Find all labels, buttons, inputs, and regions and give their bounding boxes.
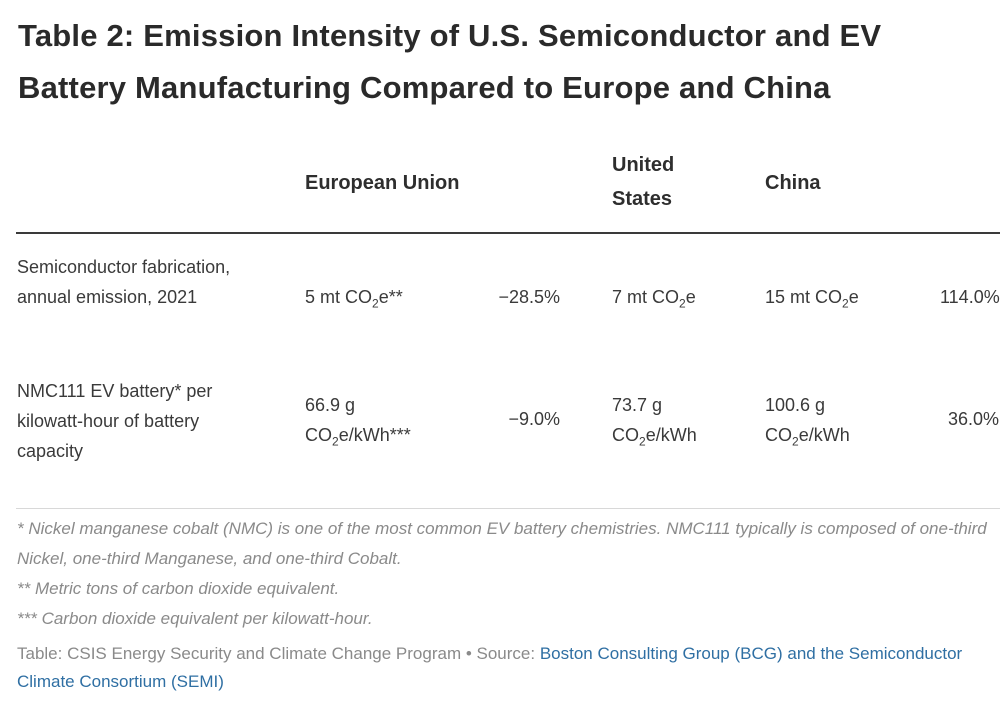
row-label-semiconductor: Semiconductor fabrication, annual emissi… (17, 257, 231, 307)
cell-eu-battery-line2: CO2e/kWh*** (305, 425, 411, 449)
cell-us-semiconductor: 7 mt CO2e (612, 287, 696, 311)
cell-us-battery-line1: 73.7 g (612, 395, 663, 415)
cell-eu-pct-semiconductor: −28.5% (498, 287, 560, 307)
cell-us-battery-line2: CO2e/kWh (612, 425, 697, 449)
cell-eu-pct-battery: −9.0% (508, 409, 560, 429)
cell-cn-semiconductor: 15 mt CO2e (765, 287, 859, 311)
source-line: Table: CSIS Energy Security and Climate … (17, 640, 992, 696)
footnote-metric-tons: ** Metric tons of carbon dioxide equival… (17, 579, 340, 598)
footnotes: * Nickel manganese cobalt (NMC) is one o… (17, 514, 992, 634)
cell-eu-battery-line1: 66.9 g (305, 395, 356, 415)
column-header-china: China (765, 172, 821, 194)
cell-cn-pct-semiconductor: 114.0% (940, 287, 1000, 307)
cell-cn-battery-line1: 100.6 g (765, 395, 826, 415)
cell-eu-semiconductor: 5 mt CO2e** (305, 287, 403, 311)
source-link[interactable]: Boston Consulting Group (BCG) and the Se… (17, 644, 963, 691)
column-header-eu: European Union (305, 172, 460, 194)
cell-cn-pct-battery: 36.0% (948, 409, 1000, 429)
table-title: Table 2: Emission Intensity of U.S. Semi… (18, 18, 882, 105)
source-prefix: Table: CSIS Energy Security and Climate … (17, 644, 540, 663)
row-label-battery: NMC111 EV battery* per kilowatt-hour of … (17, 381, 213, 461)
cell-cn-battery-line2: CO2e/kWh (765, 425, 850, 449)
footnote-per-kwh: *** Carbon dioxide equivalent per kilowa… (17, 609, 373, 628)
footnote-nmc: * Nickel manganese cobalt (NMC) is one o… (17, 519, 987, 568)
header-divider (16, 232, 1000, 234)
notes-divider (16, 508, 1000, 509)
column-header-us: United States (612, 154, 675, 210)
